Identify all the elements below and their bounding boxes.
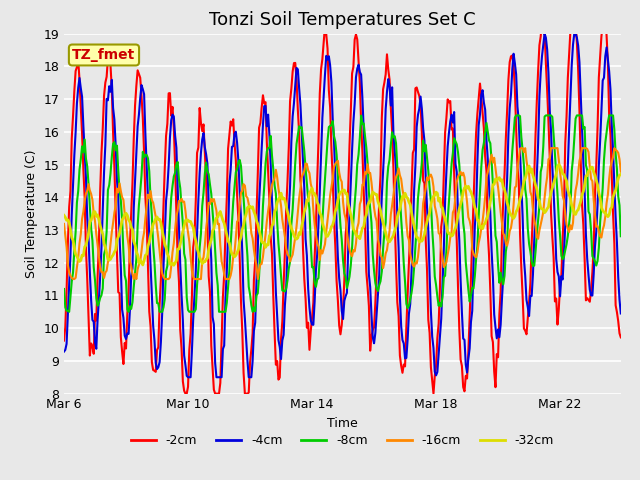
Title: Tonzi Soil Temperatures Set C: Tonzi Soil Temperatures Set C [209, 11, 476, 29]
X-axis label: Time: Time [327, 417, 358, 430]
Y-axis label: Soil Temperature (C): Soil Temperature (C) [25, 149, 38, 278]
Legend: -2cm, -4cm, -8cm, -16cm, -32cm: -2cm, -4cm, -8cm, -16cm, -32cm [125, 429, 559, 452]
Text: TZ_fmet: TZ_fmet [72, 48, 136, 62]
